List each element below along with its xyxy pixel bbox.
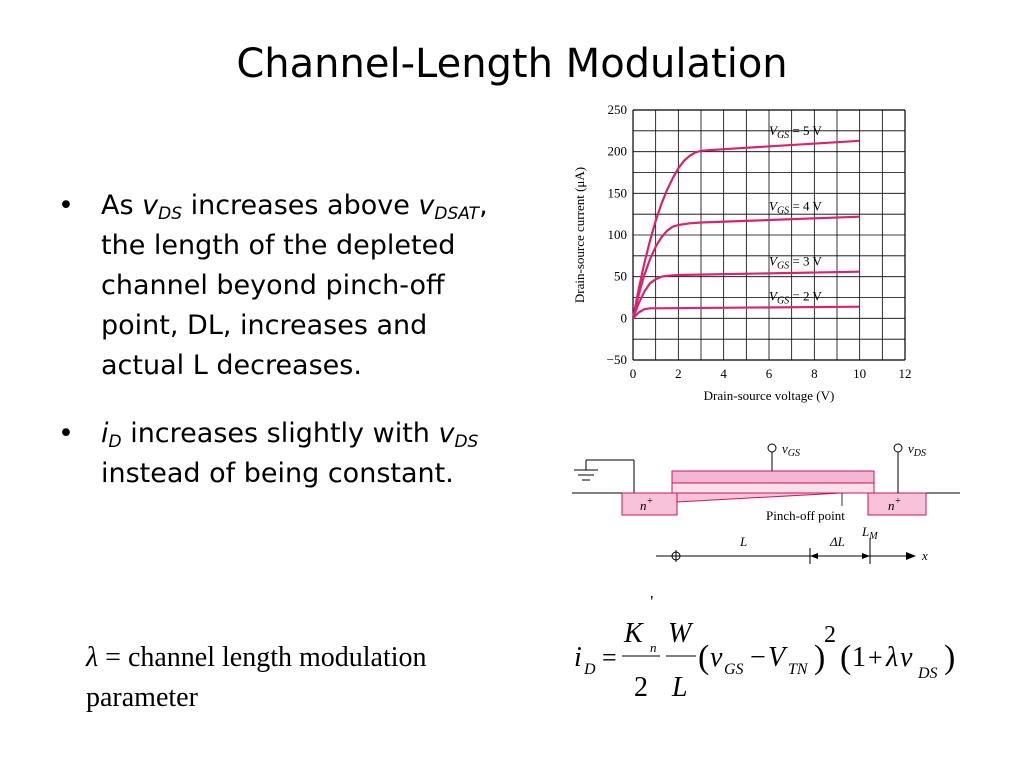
eq-one: 1 bbox=[852, 642, 866, 673]
chart-curves bbox=[631, 139, 860, 320]
y-tick-label: 250 bbox=[608, 102, 628, 117]
l-label: L bbox=[739, 534, 747, 549]
y-tick-label: −50 bbox=[607, 352, 627, 367]
pinch-off-label: Pinch-off point bbox=[766, 508, 845, 523]
y-tick-label: 150 bbox=[608, 185, 628, 200]
y-tick-label: 50 bbox=[614, 269, 627, 284]
x-tick-label: 12 bbox=[899, 366, 912, 381]
curve-label: VGS = 2 V bbox=[769, 289, 823, 307]
sub-d: D bbox=[108, 432, 122, 452]
y-tick-label: 0 bbox=[621, 310, 628, 325]
chart-grid bbox=[632, 109, 906, 361]
eq-equals: = bbox=[602, 643, 617, 672]
bullet-glyph: • bbox=[58, 418, 74, 449]
equals-sign: = bbox=[98, 642, 128, 673]
var-v: v bbox=[142, 190, 159, 221]
x-tick-label: 2 bbox=[675, 366, 682, 381]
x-tick-label: 6 bbox=[766, 366, 773, 381]
eq-two: 2 bbox=[634, 672, 648, 703]
lambda-symbol: λ bbox=[86, 642, 99, 673]
inversion-channel bbox=[676, 492, 843, 503]
id-equation: i D = ' K n 2 W L ( v GS − V TN ) 2 ( 1 … bbox=[574, 596, 955, 703]
curve-vgs-2v bbox=[632, 305, 860, 320]
n-plus-left: n+ bbox=[640, 496, 653, 513]
eq-prime: ' bbox=[650, 596, 654, 613]
sub-ds: DS bbox=[158, 204, 182, 224]
x-tick-label: 8 bbox=[811, 366, 818, 381]
chart-curve-labels: VGS = 5 V VGS = 4 V VGS = 3 V VGS = 2 V bbox=[769, 123, 823, 307]
eq-minus: − bbox=[750, 642, 766, 673]
bullet-text: instead of being constant. bbox=[101, 458, 454, 489]
delta-l-label: ΔL bbox=[829, 534, 845, 549]
n-plus-right: n+ bbox=[888, 496, 901, 513]
eq-paren: ) bbox=[814, 639, 825, 676]
gate-terminal-icon bbox=[767, 443, 777, 453]
x-axis-arrow-icon bbox=[906, 552, 916, 560]
curve-vgs-5v bbox=[631, 139, 860, 319]
drain-n-plus-region bbox=[867, 492, 927, 516]
bullet-text: increases slightly with bbox=[121, 418, 439, 449]
bullet-text: , the length of the depleted channel bey… bbox=[101, 190, 488, 381]
eq-lhs-var: i bbox=[574, 642, 582, 673]
bullet-text: As bbox=[101, 190, 143, 221]
source-n-plus-region bbox=[621, 492, 678, 516]
mosfet-cross-section: n+ n+ vGS vDS Pinch-off point L ΔL LM x bbox=[572, 441, 960, 564]
eq-v2-sub: DS bbox=[917, 665, 938, 682]
y-tick-label: 200 bbox=[608, 144, 628, 159]
lambda-text: channel length modulation parameter bbox=[86, 642, 427, 713]
x-tick-label: 0 bbox=[630, 366, 637, 381]
eq-k: K bbox=[623, 618, 644, 649]
eq-paren: ( bbox=[698, 639, 709, 676]
dl-arrow-right-icon bbox=[862, 553, 870, 559]
eq-paren: ( bbox=[840, 639, 851, 676]
dl-arrow-left-icon bbox=[810, 553, 818, 559]
eq-lhs-sub: D bbox=[583, 661, 596, 678]
ground-icon bbox=[574, 459, 635, 493]
chart-xlabel: Drain-source voltage (V) bbox=[704, 388, 835, 403]
lambda-definition: λ = channel length modulation parameter bbox=[86, 638, 526, 718]
eq-l: L bbox=[671, 672, 688, 703]
eq-plus: + bbox=[868, 643, 883, 672]
eq-paren: ) bbox=[944, 639, 955, 676]
bullet-list: • As vDS increases above vDSAT, the leng… bbox=[58, 186, 508, 522]
eq-vt-sub: TN bbox=[788, 661, 809, 678]
var-v: v bbox=[418, 190, 435, 221]
gate-oxide bbox=[671, 482, 875, 494]
eq-v2: v bbox=[900, 642, 913, 673]
bullet-glyph: • bbox=[58, 190, 74, 221]
eq-v: v bbox=[710, 642, 723, 673]
curve-label: VGS = 5 V bbox=[769, 123, 823, 141]
x-axis-label: x bbox=[921, 548, 928, 563]
bullet-text: increases above bbox=[182, 190, 419, 221]
y-tick-label: 100 bbox=[608, 227, 628, 242]
x-tick-label: 10 bbox=[853, 366, 866, 381]
chart-ylabel: Drain-source current (μA) bbox=[572, 167, 587, 303]
eq-lambda: λ bbox=[885, 642, 898, 673]
vds-label: vDS bbox=[908, 441, 926, 459]
eq-square: 2 bbox=[824, 622, 836, 648]
slide-title: Channel-Length Modulation bbox=[236, 41, 788, 87]
bullet-item: • iD increases slightly with vDS instead… bbox=[58, 414, 508, 494]
curve-label: VGS = 3 V bbox=[769, 254, 823, 272]
gate-electrode bbox=[671, 470, 875, 484]
bullet-item: • As vDS increases above vDSAT, the leng… bbox=[58, 186, 508, 386]
lm-label: LM bbox=[861, 524, 878, 542]
vgs-label: vGS bbox=[782, 441, 800, 459]
x-tick-label: 4 bbox=[720, 366, 727, 381]
eq-k-sub: n bbox=[650, 640, 657, 655]
var-i: i bbox=[101, 418, 109, 449]
curve-vgs-3v bbox=[631, 270, 860, 319]
var-v: v bbox=[438, 418, 455, 449]
eq-w: W bbox=[668, 618, 694, 649]
sub-dsat: DSAT bbox=[434, 204, 480, 224]
drain-terminal-icon bbox=[893, 443, 903, 453]
eq-v-sub: GS bbox=[724, 661, 744, 678]
eq-vt: V bbox=[768, 642, 788, 673]
curve-label: VGS = 4 V bbox=[769, 199, 823, 217]
sub-ds: DS bbox=[454, 432, 479, 452]
curve-vgs-4v bbox=[631, 215, 860, 319]
